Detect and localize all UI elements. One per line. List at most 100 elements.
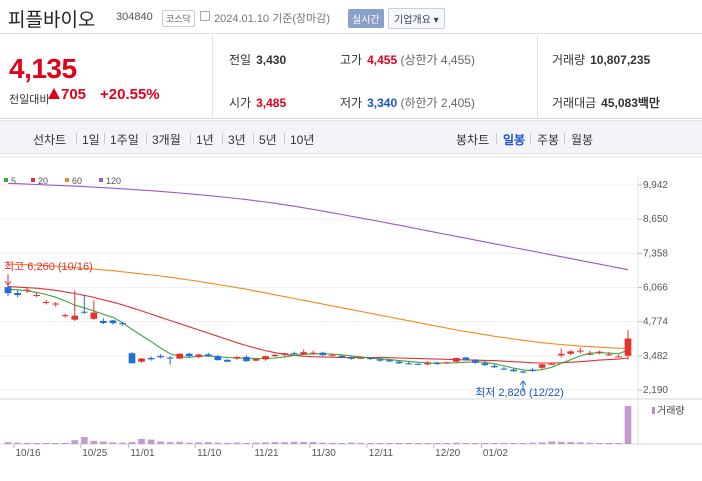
period-3m[interactable]: 3개월 [152, 133, 181, 147]
change-percent: +20.55% [100, 86, 160, 103]
candle-body [491, 365, 498, 368]
period-1d[interactable]: 1일 [82, 133, 100, 147]
candle-body [52, 303, 60, 305]
high-value: 4,455 [367, 53, 398, 67]
candle-body [395, 361, 403, 364]
candle-body [462, 357, 470, 360]
candle-daily[interactable]: 일봉 [503, 133, 526, 147]
volume-bar [214, 442, 222, 444]
candle-body [357, 357, 365, 359]
candle-body [576, 350, 584, 352]
volume-bar [414, 443, 422, 444]
period-5y[interactable]: 5년 [259, 133, 277, 147]
candle-body [23, 289, 31, 291]
divider [537, 35, 538, 119]
candle-body [4, 287, 12, 294]
candle-monthly[interactable]: 월봉 [571, 133, 594, 147]
candle-body [605, 354, 613, 356]
legend-label: 120 [106, 176, 121, 186]
x-tick-label: 01/02 [483, 448, 508, 459]
period-1y[interactable]: 1년 [196, 133, 214, 147]
candle-body [166, 357, 174, 359]
y-tick-label: 6,066 [643, 283, 668, 294]
volume-bar [42, 443, 50, 444]
candle-body [414, 363, 422, 365]
open-label: 시가 [229, 96, 252, 110]
candle-body [71, 315, 79, 320]
candle-body [615, 356, 622, 358]
candle-body [328, 354, 336, 356]
volume-bar [615, 443, 622, 444]
volume: 거래량 10,807,235 [552, 51, 650, 68]
volume-bar [348, 442, 355, 444]
ma5-line [7, 288, 629, 372]
divider [222, 133, 223, 144]
divider [530, 133, 531, 144]
volume-bar [328, 442, 336, 444]
volume-bar [405, 443, 412, 444]
trade-amount: 거래대금 45,083백만 [552, 94, 660, 111]
lower-limit: (하한가 2,405) [400, 96, 475, 110]
change-amount: 705 [61, 86, 87, 103]
volume-bar [195, 442, 203, 444]
volume-bar [548, 441, 556, 444]
prev-close-label: 전일 [229, 53, 252, 67]
realtime-button[interactable]: 실시간 [348, 9, 384, 28]
volume-bar [519, 443, 527, 444]
company-info-dropdown[interactable]: 기업개요 ▾ [388, 8, 445, 29]
volume-bar [243, 443, 250, 444]
volume-bar [176, 441, 184, 444]
candle-body [510, 369, 517, 372]
volume-bar [290, 441, 298, 444]
period-1w[interactable]: 1주일 [110, 133, 139, 147]
volume-bar [386, 443, 393, 444]
candle-body [262, 356, 269, 360]
line-chart-label[interactable]: 선차트 [33, 133, 67, 147]
volume-bar [596, 443, 603, 444]
divider [104, 133, 105, 144]
period-10y[interactable]: 10년 [290, 133, 315, 147]
candle-chart-label[interactable]: 봉차트 [456, 133, 490, 147]
candlestick-chart: 9,942 8,650 7,358 6,066 4,774 3,482 2,190 10/16… [0, 156, 702, 459]
prev-close-value: 3,430 [256, 53, 287, 67]
y-tick-label: 3,482 [643, 351, 668, 362]
period-3y[interactable]: 3년 [228, 133, 246, 147]
candle-body [367, 357, 374, 360]
volume-bar [586, 442, 594, 444]
divider [146, 133, 147, 144]
volume-bar [138, 438, 145, 444]
candle-body [157, 355, 164, 358]
volume-bar [71, 440, 79, 444]
volume-bar [462, 443, 470, 444]
candle-body [214, 356, 222, 361]
volume-bar [90, 440, 98, 444]
amount-value: 45,083 [601, 96, 638, 110]
candle-body [500, 368, 508, 370]
candle-body [185, 353, 193, 357]
volume-value: 10,807,235 [590, 53, 651, 67]
candle-body [109, 320, 117, 324]
legend-label: 60 [72, 176, 82, 186]
price-panel: 4,135 전일대비 705 +20.55% 전일 3,430 시가 3,485 고… [0, 35, 702, 119]
candle-body [424, 362, 432, 365]
volume-bar [147, 439, 155, 444]
candle-body [119, 323, 126, 325]
stock-name[interactable]: 피플바이오 [8, 10, 96, 31]
period-toolbar: 선차트 1일 1주일 3개월 1년 3년 5년 10년 봉차트 일봉 주봉 월봉 [0, 120, 702, 154]
legend-swatch [99, 178, 103, 182]
ma120-line [7, 182, 629, 271]
candle-body [300, 352, 308, 355]
candle-body [204, 354, 212, 356]
candle-body [281, 353, 288, 355]
legend-label: 5 [11, 176, 16, 186]
candle-body [376, 359, 384, 361]
quote-date: 2024.01.10 기준(장마감) [214, 10, 330, 26]
candle-body [433, 362, 441, 365]
x-tick-label: 10/16 [15, 448, 40, 459]
candle-body [90, 312, 98, 319]
candle-weekly[interactable]: 주봉 [537, 133, 560, 147]
volume-bar [605, 443, 613, 444]
candle-body [452, 358, 460, 362]
candle-body [596, 351, 603, 353]
